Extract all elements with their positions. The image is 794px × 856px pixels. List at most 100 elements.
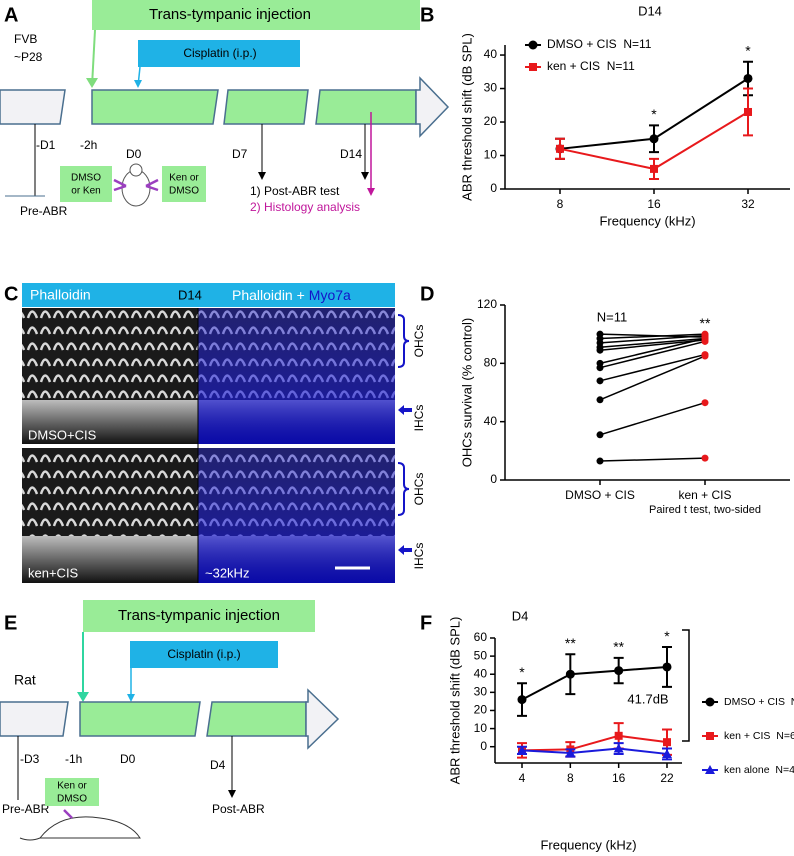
panel-label: F bbox=[420, 612, 432, 634]
arrow-head bbox=[86, 78, 98, 88]
arrow bbox=[398, 405, 412, 415]
significance: * bbox=[651, 106, 657, 122]
pair-line bbox=[599, 337, 706, 365]
stain: Phalloidin bbox=[30, 287, 91, 303]
marker bbox=[596, 346, 604, 354]
injection-box bbox=[83, 600, 315, 632]
chart-title: D4 bbox=[512, 608, 529, 623]
y-tick-label: 40 bbox=[474, 666, 488, 680]
x-tick-label: 16 bbox=[612, 771, 626, 785]
y-tick-label: 40 bbox=[484, 414, 498, 428]
pair-line bbox=[599, 353, 706, 382]
injection-text: Trans-tympanic injection bbox=[149, 6, 311, 23]
panel-label: D bbox=[420, 283, 434, 305]
time: D0 bbox=[126, 147, 142, 161]
pair-line bbox=[599, 355, 706, 401]
injection-box bbox=[92, 0, 420, 30]
pair-line bbox=[599, 457, 706, 462]
y-tick-label: 0 bbox=[490, 181, 497, 195]
drug-text: DMSO bbox=[57, 794, 87, 805]
time: D0 bbox=[120, 752, 136, 766]
y-tick-label: 10 bbox=[484, 148, 498, 162]
marker bbox=[596, 364, 604, 372]
timeline bbox=[206, 701, 307, 737]
marker bbox=[556, 144, 564, 153]
drug-box bbox=[60, 166, 112, 202]
age: ~P28 bbox=[14, 50, 43, 64]
time: -D1 bbox=[36, 138, 56, 152]
image-overlay bbox=[198, 448, 395, 583]
post-abr: 1) Post-ABR test bbox=[250, 184, 340, 198]
pair-line bbox=[599, 337, 706, 349]
marker bbox=[596, 396, 604, 404]
x-tick-label: ken + CIS bbox=[678, 488, 731, 502]
x-axis-label: Frequency (kHz) bbox=[540, 837, 636, 852]
x-tick-label: 32 bbox=[741, 197, 755, 211]
time: D14 bbox=[340, 147, 362, 161]
significance: * bbox=[664, 628, 670, 644]
condition: DMSO+CIS bbox=[28, 427, 97, 442]
drug-text: Ken or bbox=[57, 781, 87, 792]
panel-c: C Phalloidin D14 Phalloidin + Myo7a DMSO+… bbox=[4, 283, 426, 583]
pair-line bbox=[599, 401, 706, 436]
x-tick-label: 8 bbox=[567, 771, 574, 785]
frequency: ~32kHz bbox=[205, 565, 249, 580]
y-tick-label: 60 bbox=[474, 630, 488, 644]
arrow-head bbox=[367, 188, 375, 196]
drug-text: or Ken bbox=[71, 186, 100, 197]
time: -2h bbox=[80, 138, 97, 152]
arrow-head bbox=[228, 790, 236, 798]
cisplatin-text: Cisplatin (i.p.) bbox=[183, 46, 256, 60]
y-tick-label: 10 bbox=[474, 721, 488, 735]
x-tick-label: 16 bbox=[647, 197, 661, 211]
bracket bbox=[682, 629, 690, 742]
marker bbox=[701, 352, 709, 360]
injection-mark bbox=[63, 809, 73, 819]
x-tick-label: 22 bbox=[660, 771, 674, 785]
marker bbox=[701, 399, 709, 407]
significance: ** bbox=[565, 635, 576, 651]
stain-merge: Phalloidin + Myo7a bbox=[232, 287, 351, 303]
drug-box bbox=[45, 778, 99, 806]
timeline-arrow bbox=[305, 688, 340, 750]
marker bbox=[662, 748, 672, 758]
day: D14 bbox=[178, 287, 202, 302]
drug-text: DMSO bbox=[169, 186, 199, 197]
marker bbox=[743, 73, 753, 83]
pre-abr: Pre-ABR bbox=[20, 204, 68, 218]
pre-abr: Pre-ABR bbox=[2, 802, 50, 816]
arrow-head bbox=[361, 172, 369, 180]
legend-label: DMSO + CIS N=5 bbox=[724, 696, 794, 708]
ohc-label: OHCs bbox=[412, 473, 426, 506]
time: D7 bbox=[232, 147, 248, 161]
timeline bbox=[315, 89, 417, 125]
rat-tail bbox=[19, 837, 41, 841]
pair-line bbox=[599, 340, 706, 369]
arrow-head bbox=[127, 694, 135, 702]
drug-text: DMSO bbox=[71, 173, 101, 184]
post-abr: Post-ABR bbox=[212, 802, 265, 816]
y-axis-label: OHCs survival (% control) bbox=[459, 318, 474, 468]
y-axis-label: ABR threshold shift (dB SPL) bbox=[459, 33, 474, 201]
strain: FVB bbox=[14, 32, 37, 46]
y-tick-label: 40 bbox=[484, 47, 498, 61]
cisplatin-text: Cisplatin (i.p.) bbox=[167, 647, 240, 661]
mouse-head bbox=[129, 163, 143, 177]
marker bbox=[596, 431, 604, 439]
time: -D3 bbox=[20, 752, 40, 766]
series-line bbox=[521, 665, 668, 701]
marker bbox=[596, 377, 604, 385]
pair-line bbox=[599, 339, 706, 351]
y-tick-label: 0 bbox=[480, 739, 487, 753]
arrow-head bbox=[134, 80, 142, 88]
timeline bbox=[0, 89, 66, 125]
y-tick-label: 80 bbox=[484, 356, 498, 370]
panel-a: A Trans-tympanic injection FVB ~P28 Cisp… bbox=[0, 0, 450, 218]
y-axis-label: ABR threshold shift (dB SPL) bbox=[447, 617, 462, 785]
legend-label: DMSO + CIS N=11 bbox=[547, 37, 652, 51]
marker bbox=[701, 337, 709, 345]
timeline bbox=[91, 89, 219, 125]
significance: ** bbox=[700, 315, 711, 331]
significance: * bbox=[519, 664, 525, 680]
stain: Phalloidin + bbox=[232, 287, 305, 303]
